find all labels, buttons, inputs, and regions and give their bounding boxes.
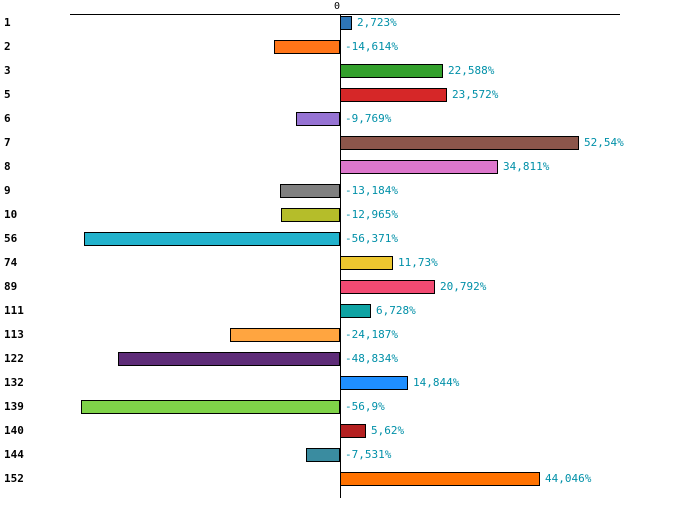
category-label: 8 [4,160,11,173]
chart-row: 132 14,844% [0,376,700,390]
chart-row: 5 23,572% [0,88,700,102]
value-label: -9,769% [345,112,392,125]
category-label: 89 [4,280,18,293]
value-label: 2,723% [357,16,397,29]
category-label: 111 [4,304,24,317]
category-label: 132 [4,376,24,389]
value-label: 52,54% [584,136,624,149]
chart-row: 8 34,811% [0,160,700,174]
category-label: 9 [4,184,11,197]
bar-6 [296,112,340,126]
bar-8 [340,160,498,174]
bar-144 [306,448,340,462]
chart-row: 6 -9,769% [0,112,700,126]
chart-row: 152 44,046% [0,472,700,486]
category-label: 152 [4,472,24,485]
value-label: -12,965% [345,208,398,221]
chart-row: 1 2,723% [0,16,700,30]
category-label: 10 [4,208,18,221]
bar-9 [280,184,340,198]
category-label: 7 [4,136,11,149]
value-label: -24,187% [345,328,398,341]
value-label: -14,614% [345,40,398,53]
value-label: 34,811% [503,160,550,173]
value-label: 14,844% [413,376,460,389]
chart-row: 3 22,588% [0,64,700,78]
category-label: 3 [4,64,11,77]
category-label: 144 [4,448,24,461]
bar-7 [340,136,579,150]
value-label: -56,9% [345,400,385,413]
bar-89 [340,280,435,294]
chart-row: 139 -56,9% [0,400,700,414]
value-label: -13,184% [345,184,398,197]
chart-row: 144 -7,531% [0,448,700,462]
chart-row: 2 -14,614% [0,40,700,54]
category-label: 140 [4,424,24,437]
bar-132 [340,376,408,390]
category-label: 1 [4,16,11,29]
value-label: 5,62% [371,424,405,437]
category-label: 5 [4,88,11,101]
value-label: 22,588% [448,64,495,77]
value-label: 20,792% [440,280,487,293]
chart-row: 10 -12,965% [0,208,700,222]
category-label: 2 [4,40,11,53]
category-label: 74 [4,256,18,269]
chart-row: 122 -48,834% [0,352,700,366]
value-label: 23,572% [452,88,499,101]
bar-10 [281,208,340,222]
bar-5 [340,88,447,102]
bar-122 [118,352,340,366]
bar-111 [340,304,371,318]
zero-axis-line [340,14,341,498]
chart-row: 9 -13,184% [0,184,700,198]
chart-row: 56 -56,371% [0,232,700,246]
chart-row: 74 11,73% [0,256,700,270]
value-label: -7,531% [345,448,392,461]
chart-row: 111 6,728% [0,304,700,318]
bar-74 [340,256,393,270]
bar-113 [230,328,340,342]
bar-140 [340,424,366,438]
bar-3 [340,64,443,78]
axis-zero-label: 0 [334,1,341,12]
value-label: 6,728% [376,304,416,317]
category-label: 56 [4,232,18,245]
top-axis-line [70,14,620,15]
category-label: 6 [4,112,11,125]
bar-2 [274,40,340,54]
category-label: 122 [4,352,24,365]
value-label: -56,371% [345,232,398,245]
bar-56 [84,232,340,246]
bar-1 [340,16,352,30]
bar-139 [81,400,340,414]
chart-row: 7 52,54% [0,136,700,150]
chart-row: 113 -24,187% [0,328,700,342]
value-label: 11,73% [398,256,438,269]
chart-row: 140 5,62% [0,424,700,438]
chart-row: 89 20,792% [0,280,700,294]
category-label: 113 [4,328,24,341]
bar-152 [340,472,540,486]
value-label: -48,834% [345,352,398,365]
category-label: 139 [4,400,24,413]
value-label: 44,046% [545,472,592,485]
